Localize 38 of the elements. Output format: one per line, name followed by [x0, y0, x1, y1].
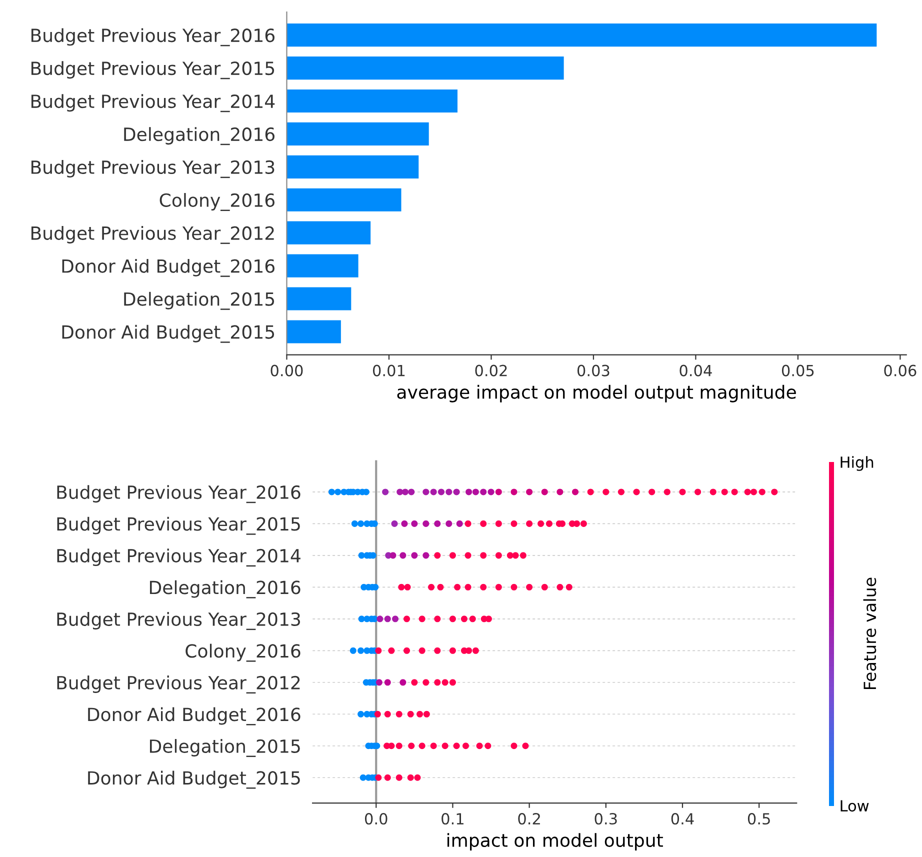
x-tick-label: 0.4	[671, 813, 694, 825]
color-bar-title: Feature value	[863, 578, 876, 690]
y-tick-label: Budget Previous Year_2012	[57, 676, 300, 694]
y-tick-label: Budget Previous Year_2013	[57, 612, 300, 630]
y-tick-label: Budget Previous Year_2012	[31, 226, 274, 244]
y-tick-label: Budget Previous Year_2015	[57, 516, 300, 535]
y-tick-label: Budget Previous Year_2014	[31, 94, 275, 112]
x-tick-label: 0.2	[518, 813, 540, 825]
y-tick-label: Colony_2016	[186, 644, 300, 662]
x-tick-label: 0.04	[680, 364, 712, 376]
y-tick-label: Budget Previous Year_2013	[31, 160, 274, 178]
y-tick-label: Budget Previous Year_2016	[57, 485, 300, 504]
x-tick-label: 0.05	[782, 364, 814, 376]
x-tick-label: 0.00	[270, 364, 303, 376]
x-tick-label: 0.02	[475, 364, 507, 376]
x-tick-label: 0.3	[594, 813, 617, 825]
y-tick-label: Donor Aid Budget_2016	[88, 707, 300, 726]
color-bar-label: Low	[840, 800, 869, 812]
y-tick-label: Delegation_2016	[150, 580, 300, 598]
y-tick-label: Delegation_2015	[124, 292, 274, 310]
y-tick-label: Delegation_2015	[150, 739, 300, 757]
x-tick-label: 0.03	[577, 364, 610, 376]
color-bar-label: High	[840, 456, 874, 471]
y-tick-label: Donor Aid Budget_2015	[62, 324, 274, 343]
y-tick-label: Budget Previous Year_2014	[57, 548, 300, 567]
x-axis-title: impact on model output	[447, 833, 663, 851]
x-tick-label: 0.01	[372, 364, 405, 376]
y-tick-label: Budget Previous Year_2015	[31, 61, 274, 80]
x-tick-label: 0.06	[884, 364, 916, 376]
x-tick-label: 0.1	[442, 813, 464, 825]
y-tick-label: Budget Previous Year_2016	[31, 28, 274, 46]
y-tick-label: Colony_2016	[160, 193, 274, 211]
y-tick-label: Donor Aid Budget_2015	[88, 770, 300, 789]
y-tick-label: Donor Aid Budget_2016	[62, 258, 274, 277]
y-tick-label: Delegation_2016	[124, 127, 274, 146]
x-tick-label: 0.5	[748, 813, 770, 825]
x-axis-title: average impact on model output magnitude	[397, 384, 796, 402]
x-tick-label: 0.0	[364, 813, 388, 825]
